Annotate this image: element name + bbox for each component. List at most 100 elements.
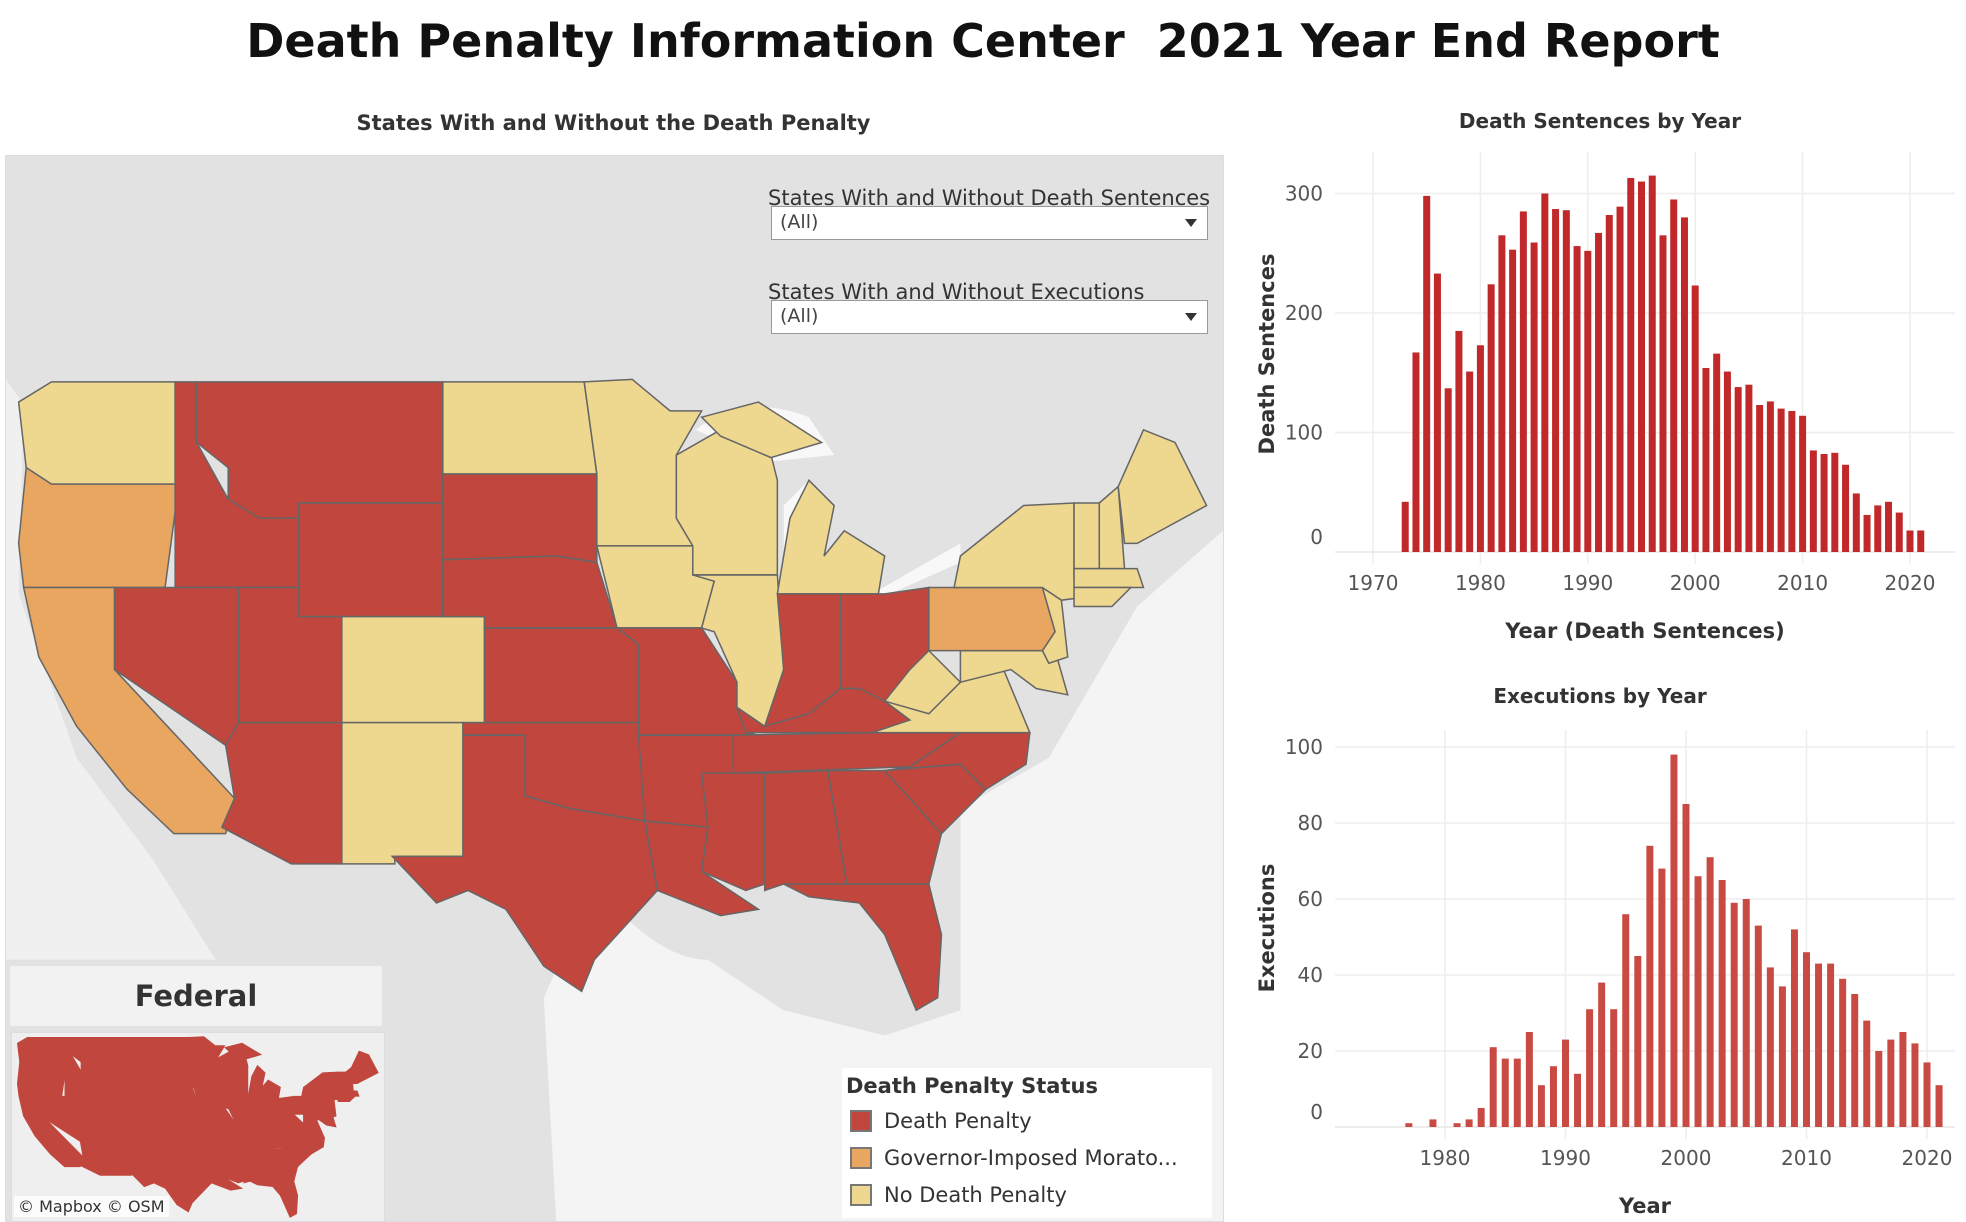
bar-1997[interactable]	[1646, 845, 1654, 1127]
bar-2019[interactable]	[1911, 1043, 1919, 1127]
bar-1979[interactable]	[1429, 1119, 1437, 1127]
bar-2004[interactable]	[1730, 902, 1738, 1127]
bar-1991[interactable]	[1574, 1073, 1582, 1127]
bar-2021[interactable]	[1935, 1085, 1943, 1127]
bar-2013[interactable]	[1831, 452, 1839, 552]
bar-2004[interactable]	[1734, 387, 1742, 552]
bar-2001[interactable]	[1702, 367, 1710, 552]
bar-2018[interactable]	[1899, 1032, 1907, 1127]
federal-shape[interactable]	[16, 1036, 379, 1218]
bar-2020[interactable]	[1923, 1062, 1931, 1127]
executions-chart[interactable]: 0 20 40 60 80 100 1980 1990 2000 2010 2020 Year Exec…	[1240, 720, 1966, 1222]
bar-2014[interactable]	[1851, 994, 1859, 1127]
legend-item-moratorium[interactable]: Governor-Imposed Morato...	[842, 1139, 1212, 1176]
state-missouri[interactable]	[614, 627, 757, 736]
bar-2012[interactable]	[1820, 454, 1828, 552]
bar-2013[interactable]	[1839, 978, 1847, 1127]
bar-2016[interactable]	[1863, 514, 1871, 552]
bar-2010[interactable]	[1799, 415, 1807, 552]
bar-2005[interactable]	[1745, 384, 1753, 552]
bar-1990[interactable]	[1562, 1039, 1569, 1127]
state-wyoming[interactable]	[298, 502, 444, 618]
bar-1988[interactable]	[1562, 210, 1570, 552]
state-michigan-upper[interactable]	[700, 401, 824, 459]
death-sentences-filter-dropdown[interactable]: (All)	[771, 206, 1208, 240]
bar-1996[interactable]	[1648, 175, 1656, 552]
bar-1992[interactable]	[1586, 1009, 1594, 1127]
bar-2009[interactable]	[1788, 410, 1796, 552]
bar-1975[interactable]	[1423, 195, 1431, 552]
bar-1985[interactable]	[1530, 242, 1538, 552]
bar-1999[interactable]	[1670, 754, 1678, 1127]
bar-2021[interactable]	[1917, 530, 1925, 552]
bar-2014[interactable]	[1842, 464, 1850, 552]
state-south-dakota[interactable]	[442, 473, 598, 564]
bar-1981[interactable]	[1487, 284, 1495, 552]
bar-2011[interactable]	[1815, 963, 1823, 1127]
bar-2020[interactable]	[1906, 530, 1914, 552]
state-montana[interactable]	[195, 381, 444, 519]
bar-1986[interactable]	[1541, 193, 1549, 553]
bar-1996[interactable]	[1634, 956, 1642, 1127]
bar-2003[interactable]	[1723, 371, 1731, 552]
executions-filter-dropdown[interactable]: (All)	[771, 300, 1208, 334]
bar-1993[interactable]	[1616, 206, 1624, 552]
bar-1989[interactable]	[1573, 246, 1581, 552]
bar-1990[interactable]	[1584, 250, 1592, 553]
state-michigan[interactable]	[776, 479, 886, 595]
bar-1991[interactable]	[1595, 232, 1603, 552]
state-vermont[interactable]	[1073, 502, 1101, 570]
bar-2007[interactable]	[1766, 401, 1774, 552]
death-sentences-chart[interactable]: 0 100 200 300 1970 1980 1990 2000 2010 2020 Year (…	[1240, 140, 1966, 660]
bar-1995[interactable]	[1622, 914, 1630, 1127]
bar-2011[interactable]	[1809, 450, 1817, 552]
bar-1995[interactable]	[1638, 181, 1645, 553]
state-south-carolina[interactable]	[883, 763, 987, 835]
bar-1986[interactable]	[1513, 1058, 1521, 1127]
state-oregon[interactable]	[17, 466, 176, 589]
state-mississippi[interactable]	[700, 772, 766, 892]
bar-2000[interactable]	[1691, 285, 1699, 552]
bar-2003[interactable]	[1718, 880, 1726, 1127]
bar-1984[interactable]	[1489, 1047, 1497, 1127]
state-pennsylvania[interactable]	[928, 586, 1056, 652]
state-colorado[interactable]	[341, 615, 486, 724]
state-kentucky[interactable]	[735, 687, 912, 734]
bar-1984[interactable]	[1519, 211, 1527, 553]
bar-1994[interactable]	[1610, 1009, 1618, 1127]
bar-1992[interactable]	[1605, 215, 1613, 552]
bar-2001[interactable]	[1694, 876, 1702, 1127]
legend-item-no-death-penalty[interactable]: No Death Penalty	[842, 1176, 1212, 1213]
state-georgia[interactable]	[826, 769, 943, 885]
state-massachusetts[interactable]	[1073, 567, 1145, 589]
federal-map[interactable]	[11, 1032, 385, 1222]
state-new-mexico[interactable]	[341, 721, 464, 865]
bar-1977[interactable]	[1444, 388, 1452, 552]
bar-2006[interactable]	[1754, 925, 1762, 1127]
bar-1994[interactable]	[1627, 177, 1635, 552]
bar-2006[interactable]	[1756, 405, 1764, 552]
bar-1973[interactable]	[1401, 501, 1409, 552]
federal-us-shape[interactable]	[12, 1033, 384, 1221]
bar-1979[interactable]	[1466, 371, 1474, 552]
bar-1987[interactable]	[1552, 209, 1560, 552]
bar-1974[interactable]	[1412, 352, 1420, 552]
bar-1985[interactable]	[1501, 1058, 1509, 1127]
state-shapes[interactable]	[17, 378, 1208, 1012]
state-florida[interactable]	[783, 883, 943, 1012]
bar-2008[interactable]	[1778, 986, 1786, 1127]
state-kansas[interactable]	[483, 627, 640, 724]
bar-1978[interactable]	[1455, 330, 1463, 552]
bar-1980[interactable]	[1476, 345, 1484, 552]
bar-2016[interactable]	[1875, 1051, 1883, 1127]
bar-2009[interactable]	[1790, 929, 1798, 1127]
bar-2019[interactable]	[1895, 512, 1903, 552]
bar-1998[interactable]	[1658, 868, 1666, 1127]
bar-2012[interactable]	[1827, 963, 1835, 1127]
bar-2015[interactable]	[1863, 1020, 1871, 1127]
bar-2010[interactable]	[1803, 952, 1810, 1127]
bar-2015[interactable]	[1852, 493, 1860, 552]
bar-1999[interactable]	[1680, 217, 1688, 552]
bar-2000[interactable]	[1682, 804, 1690, 1127]
bar-1993[interactable]	[1598, 982, 1606, 1127]
